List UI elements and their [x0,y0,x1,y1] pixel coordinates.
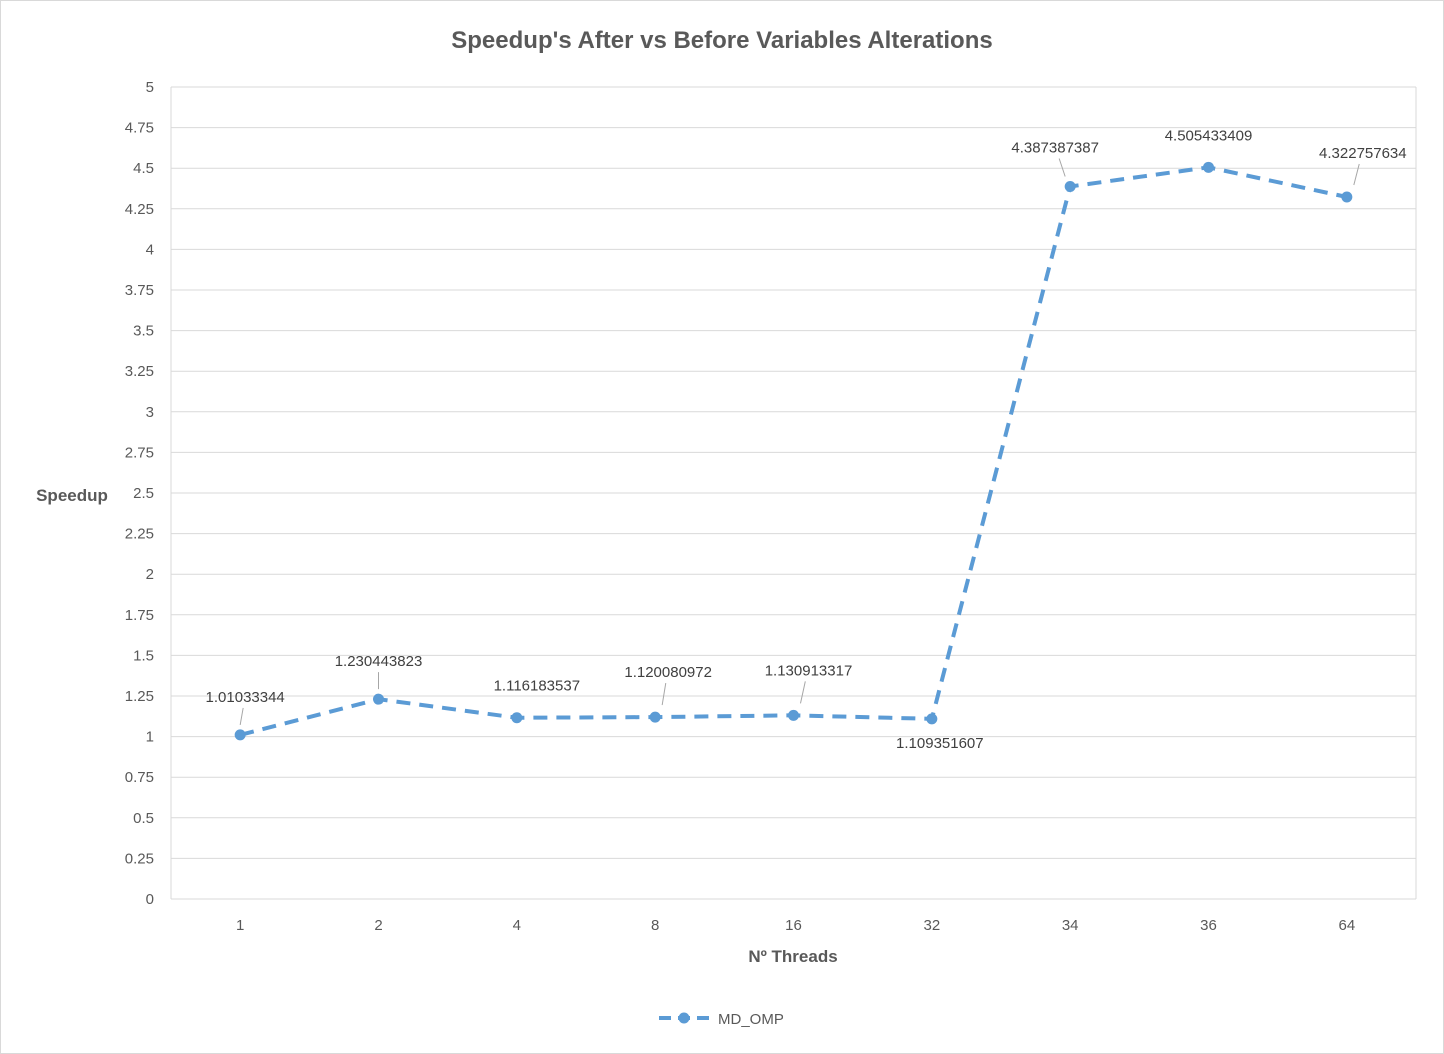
data-label-leader [800,681,806,704]
data-point [511,712,523,724]
y-tick-label: 1.5 [133,647,154,664]
data-label: 1.116183537 [494,678,580,695]
y-tick-label: 1 [146,729,154,746]
y-tick-label: 3 [146,404,154,421]
data-label-leader [239,707,244,726]
x-tick-label: 16 [785,917,802,934]
y-tick-label: 2.25 [125,526,154,543]
data-point [1064,180,1076,192]
y-tick-label: 4.25 [125,201,154,218]
y-tick-label: 3.75 [125,282,154,299]
y-tick-label: 0.25 [125,850,154,867]
x-tick-label: 34 [1062,917,1079,934]
data-label: 1.120080972 [624,664,712,681]
x-tick-label: 32 [923,917,940,934]
series-line [239,165,1348,737]
data-point [926,713,938,725]
y-tick-label: 0.5 [133,810,154,827]
x-tick-label: 8 [651,917,659,934]
y-tick-label: 4 [146,241,154,258]
y-tick-label: 2 [146,566,154,583]
y-tick-label: 2.5 [133,485,154,502]
data-label: 4.322757634 [1319,145,1407,162]
y-tick-label: 2.75 [125,444,154,461]
y-tick-label: 1.75 [125,607,154,624]
y-tick-label: 5 [146,79,154,96]
y-axis-ticks: 0 0.25 0.5 0.75 1 1.25 1.5 1.75 2 2.25 2.5 2.75 3 3.2… [125,79,154,908]
data-point [1203,161,1214,173]
legend-marker [678,1012,690,1024]
chart-title: Speedup's After vs Before Variables Alte… [451,27,992,54]
x-tick-label: 4 [513,917,521,934]
data-label: 4.387387387 [1011,139,1099,156]
data-point [1341,191,1353,203]
data-point [373,693,384,705]
x-tick-label: 36 [1200,917,1217,934]
y-tick-label: 1.25 [125,688,154,705]
data-labels: 1.01033344 1.230443823 1.116183537 1.120080… [206,127,1407,752]
y-tick-label: 4.75 [125,120,154,137]
y-tick-label: 3.25 [125,363,154,380]
x-tick-label: 2 [374,917,382,934]
data-label: 1.230443823 [335,653,423,670]
data-label-leader [661,683,667,706]
gridlines [170,86,1417,900]
legend: MD_OMP [659,1011,784,1028]
data-label-leader [1353,163,1360,186]
x-tick-label: 64 [1338,917,1355,934]
y-tick-label: 0.75 [125,769,154,786]
data-label: 1.130913317 [765,662,853,679]
y-tick-label: 4.5 [133,160,154,177]
data-label: 1.109351607 [896,735,984,752]
series-md-omp [234,161,1353,741]
y-axis-title: Speedup [36,486,108,505]
x-axis-title: Nº Threads [748,947,837,966]
x-axis-ticks: 1 2 4 8 16 32 34 36 64 [236,917,1355,934]
x-tick-label: 1 [236,917,244,934]
data-point [649,711,661,723]
y-tick-label: 3.5 [133,323,154,340]
legend-label: MD_OMP [718,1011,784,1028]
data-label: 4.505433409 [1165,127,1253,144]
data-label: 1.01033344 [206,689,285,706]
y-tick-label: 0 [146,891,154,908]
data-point [234,729,246,741]
data-point [788,709,799,721]
data-label-leader [1058,158,1066,177]
